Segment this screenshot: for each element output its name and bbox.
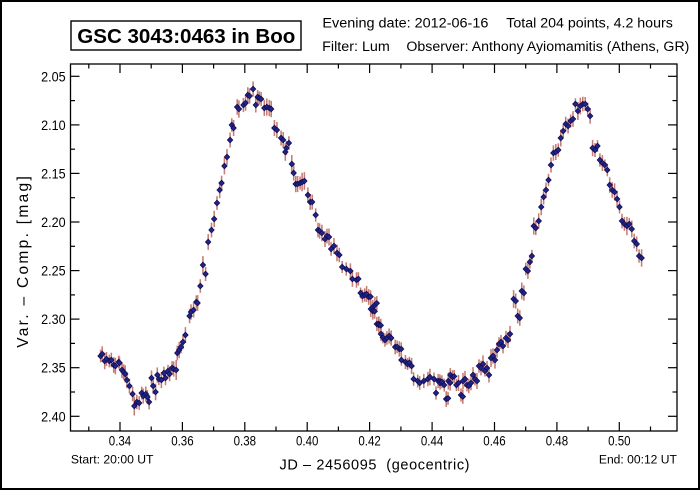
- svg-text:Evening date: 2012-06-16: Evening date: 2012-06-16: [322, 16, 488, 32]
- svg-text:2.10: 2.10: [41, 117, 66, 133]
- svg-text:0.36: 0.36: [171, 433, 194, 449]
- svg-text:0.40: 0.40: [296, 433, 319, 449]
- svg-text:0.48: 0.48: [546, 433, 569, 449]
- svg-text:0.42: 0.42: [358, 433, 381, 449]
- svg-text:GSC 3043:0463 in Boo: GSC 3043:0463 in Boo: [77, 26, 295, 48]
- svg-text:Var. – Comp. [mag]: Var. – Comp. [mag]: [15, 176, 32, 348]
- svg-text:0.44: 0.44: [421, 433, 444, 449]
- svg-text:2.40: 2.40: [41, 408, 66, 424]
- svg-text:0.34: 0.34: [109, 433, 132, 449]
- svg-text:End: 00:12 UT: End: 00:12 UT: [599, 453, 677, 467]
- svg-text:Filter: Lum: Filter: Lum: [322, 39, 390, 55]
- svg-text:2.25: 2.25: [41, 263, 66, 279]
- svg-text:Observer: Anthony Ayiomamitis: Observer: Anthony Ayiomamitis (Athens, G…: [406, 39, 689, 55]
- svg-text:0.50: 0.50: [608, 433, 631, 449]
- svg-text:2.20: 2.20: [41, 214, 66, 230]
- svg-text:0.46: 0.46: [483, 433, 506, 449]
- svg-text:2.15: 2.15: [41, 165, 66, 181]
- svg-text:JD – 2456095 (geocentric): JD – 2456095 (geocentric): [280, 458, 470, 474]
- svg-text:2.35: 2.35: [41, 360, 66, 376]
- svg-text:Start: 20:00 UT: Start: 20:00 UT: [71, 453, 154, 467]
- svg-text:2.30: 2.30: [41, 311, 66, 327]
- svg-text:Total 204 points, 4.2 hours: Total 204 points, 4.2 hours: [506, 16, 673, 32]
- svg-text:2.05: 2.05: [41, 68, 66, 84]
- svg-text:0.38: 0.38: [234, 433, 257, 449]
